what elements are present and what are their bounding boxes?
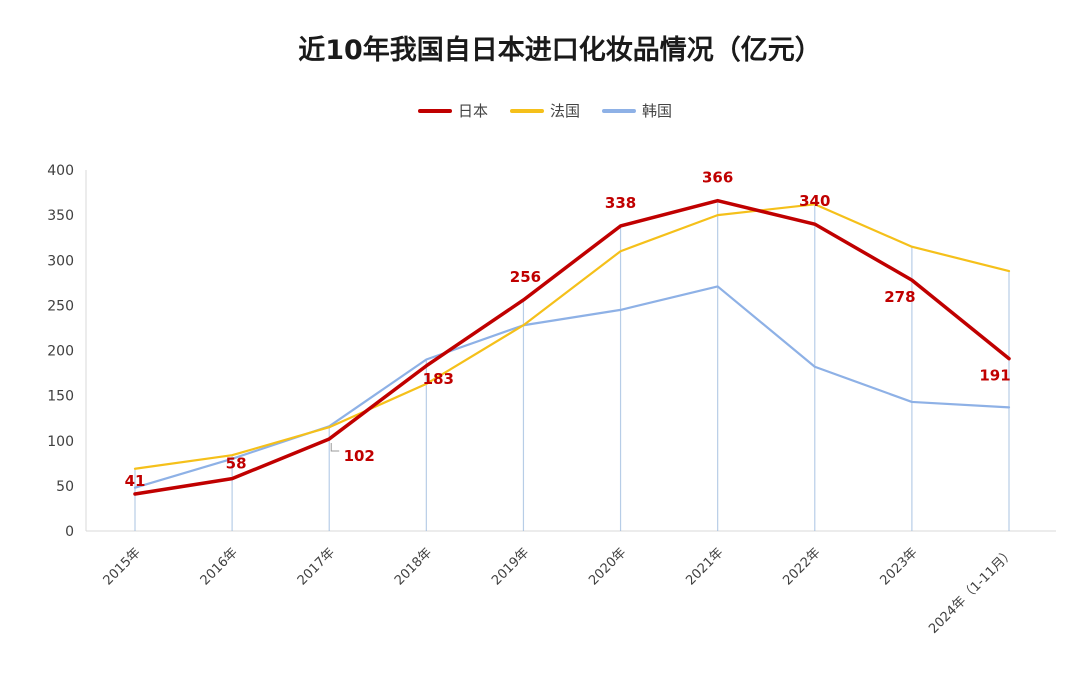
y-tick-label: 0 <box>65 524 74 540</box>
data-label: 183 <box>423 370 454 388</box>
series-line-korea <box>133 285 1011 489</box>
x-tick-label: 2015年 <box>101 545 144 588</box>
series-line-japan <box>133 198 1011 496</box>
legend-swatch-france <box>509 108 544 113</box>
legend-swatch-korea <box>602 108 636 113</box>
legend-label-korea: 韩国 <box>642 102 673 120</box>
data-label: 366 <box>702 169 733 187</box>
data-label: 102 <box>344 447 375 465</box>
x-tick-label: 2023年 <box>878 545 921 588</box>
x-tick-label: 2021年 <box>683 545 726 588</box>
data-label: 256 <box>510 268 541 286</box>
data-label: 338 <box>605 194 636 212</box>
data-label: 340 <box>799 192 830 210</box>
data-label: 58 <box>226 455 247 473</box>
x-tick-label: 2017年 <box>295 545 338 588</box>
series-line-france <box>133 203 1011 470</box>
legend-swatch-japan <box>417 108 452 113</box>
y-tick-label: 250 <box>47 298 74 314</box>
x-tick-label: 2018年 <box>392 545 435 588</box>
x-tick-label: 2016年 <box>198 545 241 588</box>
x-tick-label: 2020年 <box>586 545 629 588</box>
legend: 日本 法国 韩国 <box>0 100 1080 121</box>
x-tick-label: 2022年 <box>780 545 823 588</box>
data-label: 41 <box>125 472 146 490</box>
legend-item-france: 法国 <box>509 100 580 121</box>
legend-item-korea: 韩国 <box>602 100 672 121</box>
legend-label-france: 法国 <box>549 102 580 120</box>
legend-item-japan: 日本 <box>417 100 488 121</box>
x-tick-label: 2019年 <box>489 545 532 588</box>
chart-title: 近10年我国自日本进口化妆品情况（亿元） <box>298 35 822 66</box>
y-tick-label: 400 <box>47 163 74 179</box>
y-tick-label: 300 <box>47 253 74 269</box>
x-tick-label: 2024年（1-11月） <box>926 545 1018 637</box>
y-tick-label: 150 <box>47 389 74 405</box>
label-leader-line <box>330 442 340 452</box>
data-label: 191 <box>979 367 1010 385</box>
y-tick-label: 50 <box>56 479 74 495</box>
legend-label-japan: 日本 <box>457 102 488 120</box>
data-label: 278 <box>884 288 915 306</box>
y-tick-label: 350 <box>47 208 74 224</box>
y-tick-label: 100 <box>47 434 74 450</box>
y-tick-label: 200 <box>47 344 74 360</box>
